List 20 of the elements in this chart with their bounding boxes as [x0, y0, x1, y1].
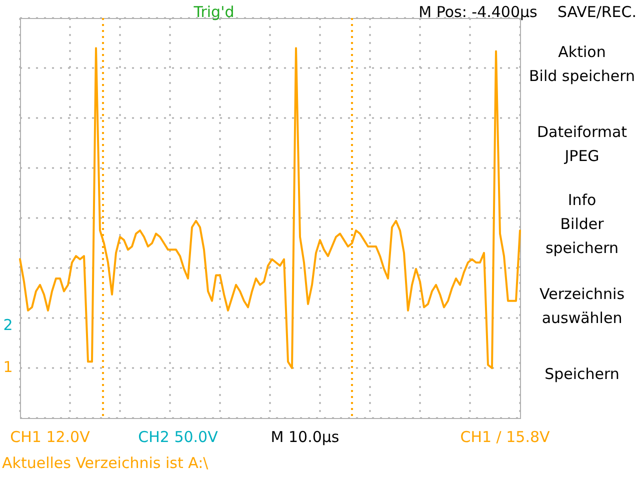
- text: Info: [568, 191, 596, 209]
- text: auswählen: [542, 309, 622, 327]
- text: JPEG: [564, 147, 600, 165]
- text: CH2 50.0V: [138, 428, 219, 446]
- text: Bild speichern: [528, 67, 636, 85]
- text: speichern: [545, 239, 619, 257]
- text: Aktion: [558, 43, 606, 61]
- text: SAVE/REC.: [557, 3, 637, 21]
- text: Bilder: [560, 215, 605, 233]
- text: Speichern: [544, 365, 620, 383]
- text: Aktuelles Verzeichnis ist A:\: [2, 454, 210, 472]
- text: M 10.0µs: [270, 428, 340, 446]
- text: CH1 / 15.8V: [460, 428, 551, 446]
- text: Trig'd: [192, 3, 234, 21]
- text: 1: [3, 358, 13, 376]
- text: Verzeichnis: [539, 285, 625, 303]
- text: M Pos: -4.400µs: [418, 3, 538, 21]
- text: 2: [3, 316, 13, 334]
- text: Dateiformat: [536, 123, 628, 141]
- text: CH1 12.0V: [10, 428, 91, 446]
